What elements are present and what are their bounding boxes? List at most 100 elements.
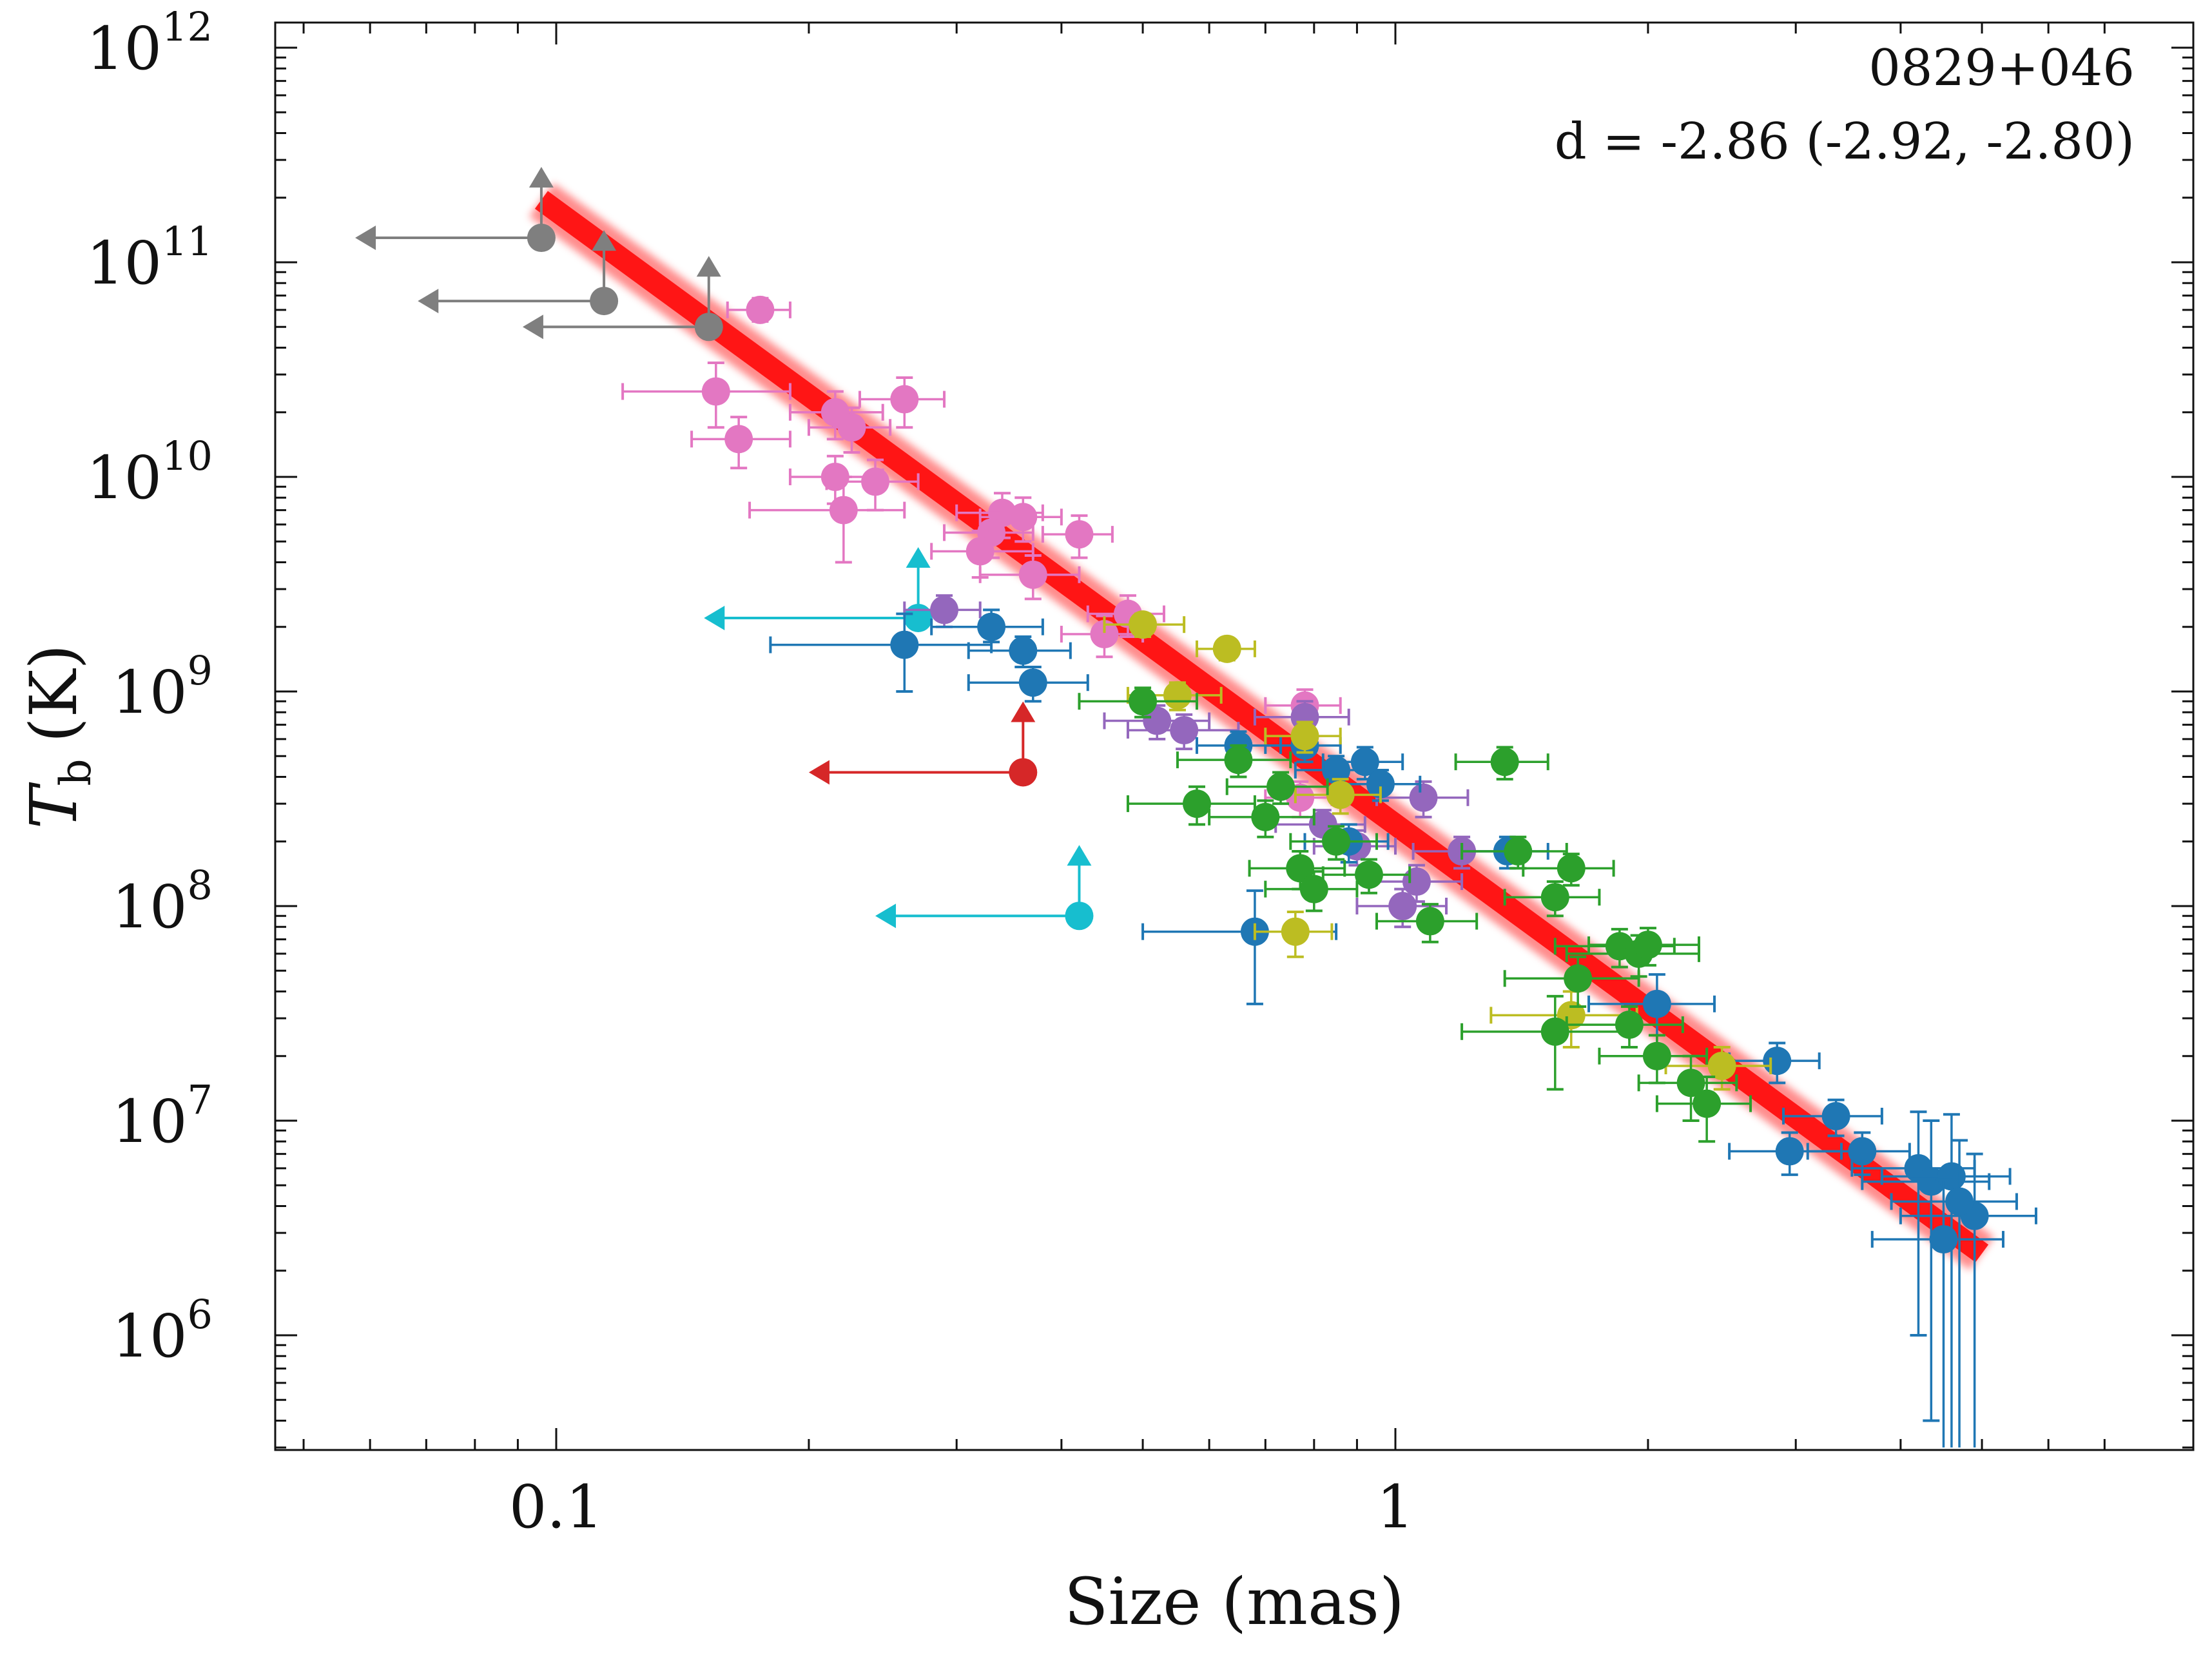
marker xyxy=(1388,892,1417,920)
marker xyxy=(1322,827,1351,856)
data-point-green-9 xyxy=(1375,903,1479,943)
marker xyxy=(1402,867,1431,896)
marker xyxy=(1350,748,1379,777)
marker xyxy=(1366,769,1395,798)
y-axis-title-units: (K) xyxy=(16,644,92,743)
data-point-pink-14 xyxy=(978,554,1081,601)
y-tick-label: 1010 xyxy=(86,432,213,512)
y-tick-label: 107 xyxy=(112,1076,213,1156)
data-point-blue-1 xyxy=(930,608,1044,644)
marker xyxy=(590,287,619,316)
marker xyxy=(1224,746,1253,775)
data-point-blue-14 xyxy=(1728,1131,1843,1176)
data-point-green-6 xyxy=(1264,870,1359,913)
data-point-purple-7 xyxy=(1355,887,1448,929)
marker xyxy=(1354,860,1383,889)
data-point-olive-0 xyxy=(1103,610,1186,639)
marker xyxy=(1090,620,1119,649)
data-point-gray-0 xyxy=(355,167,556,253)
data-point-green-7 xyxy=(1289,825,1378,861)
marker xyxy=(1322,756,1351,785)
data-point-olive-3 xyxy=(1264,720,1342,754)
data-point-green-0 xyxy=(1078,686,1198,719)
limit-arrowhead-up xyxy=(696,256,721,277)
data-point-blue-2 xyxy=(967,635,1072,669)
data-point-pink-5 xyxy=(858,376,946,429)
y-tick-label: 109 xyxy=(112,647,213,727)
marker xyxy=(837,413,866,442)
marker xyxy=(1065,520,1094,549)
marker xyxy=(904,603,933,632)
limit-arrowhead-up xyxy=(1067,845,1092,866)
marker xyxy=(890,630,919,659)
data-point-green-8 xyxy=(1321,858,1412,894)
data-point-blue-16 xyxy=(1806,1131,1911,1176)
fit-line xyxy=(534,191,1989,1262)
data-point-green-2 xyxy=(1126,785,1256,826)
marker xyxy=(1065,902,1094,931)
limit-arrowhead-left xyxy=(355,226,376,251)
marker xyxy=(1415,907,1444,936)
marker xyxy=(1299,874,1328,903)
data-point-green-22 xyxy=(1655,1076,1752,1143)
x-tick-label: 1 xyxy=(1377,1473,1415,1541)
marker xyxy=(1929,1225,1958,1254)
data-point-blue-22 xyxy=(1890,1139,2018,1448)
series-red xyxy=(808,701,1038,787)
x-tick-label: 0.1 xyxy=(509,1473,603,1541)
series-pink xyxy=(621,295,1342,818)
data-point-green-10 xyxy=(1454,746,1549,781)
source-name-annotation: 0829+046 xyxy=(1868,39,2135,97)
series-blue xyxy=(769,608,2037,1448)
marker xyxy=(1775,1137,1804,1166)
marker xyxy=(1615,1010,1644,1039)
data-point-green-3 xyxy=(1208,799,1315,838)
marker xyxy=(1251,802,1280,831)
marker xyxy=(1409,783,1438,812)
limit-arrowhead-left xyxy=(704,605,725,630)
data-point-blue-7 xyxy=(1321,746,1404,781)
data-point-pink-4 xyxy=(807,406,892,454)
marker xyxy=(1540,1017,1569,1046)
data-point-cyan-1 xyxy=(875,845,1094,931)
x-axis-title: Size (mas) xyxy=(1064,1564,1404,1639)
marker xyxy=(1286,854,1315,883)
marker xyxy=(1642,1041,1671,1070)
data-point-gray-2 xyxy=(522,256,723,342)
limit-arrowhead-up xyxy=(592,230,617,251)
y-axis-title: Tb (K) xyxy=(16,644,101,829)
marker xyxy=(1564,964,1593,993)
data-point-purple-2 xyxy=(1126,713,1240,751)
data-point-pink-8 xyxy=(748,476,906,564)
data-point-blue-18 xyxy=(1861,1119,1991,1422)
marker xyxy=(1540,883,1569,912)
marker xyxy=(1490,748,1519,777)
limit-arrowhead-left xyxy=(808,760,830,785)
marker xyxy=(1557,854,1586,883)
data-point-green-1 xyxy=(1176,744,1292,778)
marker xyxy=(1763,1047,1792,1076)
y-axis-title-subscript: b xyxy=(51,759,101,786)
data-point-pink-2 xyxy=(690,416,791,470)
data-point-gray-1 xyxy=(418,230,619,316)
marker xyxy=(1266,772,1295,801)
y-tick-label: 108 xyxy=(112,862,213,942)
y-tick-label: 1011 xyxy=(86,218,213,298)
data-point-green-13 xyxy=(1522,853,1615,887)
marker xyxy=(1182,789,1211,818)
marker xyxy=(1633,931,1662,960)
marker xyxy=(965,537,994,566)
data-point-green-14 xyxy=(1460,994,1631,1091)
data-point-green-19 xyxy=(1565,1005,1684,1048)
data-point-blue-3 xyxy=(967,666,1089,703)
marker xyxy=(724,425,753,454)
marker xyxy=(694,313,723,342)
limit-arrowhead-up xyxy=(529,167,554,188)
limit-arrowhead-up xyxy=(1011,701,1036,722)
data-point-pink-1 xyxy=(621,362,791,429)
series-green xyxy=(1078,686,1752,1143)
plot-area xyxy=(355,167,2037,1448)
marker xyxy=(1945,1187,1974,1216)
